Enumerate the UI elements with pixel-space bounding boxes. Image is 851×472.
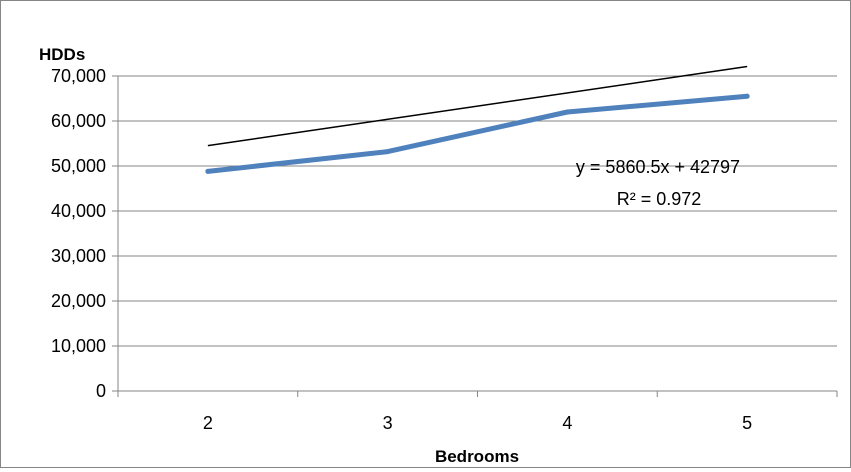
y-tick-label: 40,000	[51, 201, 106, 221]
y-tick-label: 70,000	[51, 66, 106, 86]
gridlines	[118, 75, 837, 347]
x-tick-label: 3	[383, 413, 393, 433]
y-tick-label: 60,000	[51, 111, 106, 131]
y-tick-label: 30,000	[51, 246, 106, 266]
trendline-equation: y = 5860.5x + 42797	[576, 157, 740, 177]
axes: 0 10,000 20,000 30,000 40,000 50,000 60,000 70,…	[51, 66, 838, 433]
series-layer	[205, 93, 750, 174]
y-tick-label: 50,000	[51, 156, 106, 176]
series-line	[205, 93, 750, 174]
y-tick-label: 10,000	[51, 336, 106, 356]
x-tick-label: 4	[562, 413, 572, 433]
data-point	[385, 149, 391, 155]
y-axis-title: HDDs	[39, 45, 85, 64]
y-tick-label: 20,000	[51, 291, 106, 311]
data-point	[205, 168, 211, 174]
x-tick-label: 5	[742, 413, 752, 433]
trendline	[207, 65, 748, 147]
y-tick-label: 0	[96, 381, 106, 401]
data-point	[564, 109, 570, 115]
trendline-layer	[207, 65, 748, 147]
data-point	[744, 93, 750, 99]
x-tick-label: 2	[203, 413, 213, 433]
trendline-r2: R² = 0.972	[617, 189, 702, 209]
x-axis-title: Bedrooms	[435, 447, 519, 466]
